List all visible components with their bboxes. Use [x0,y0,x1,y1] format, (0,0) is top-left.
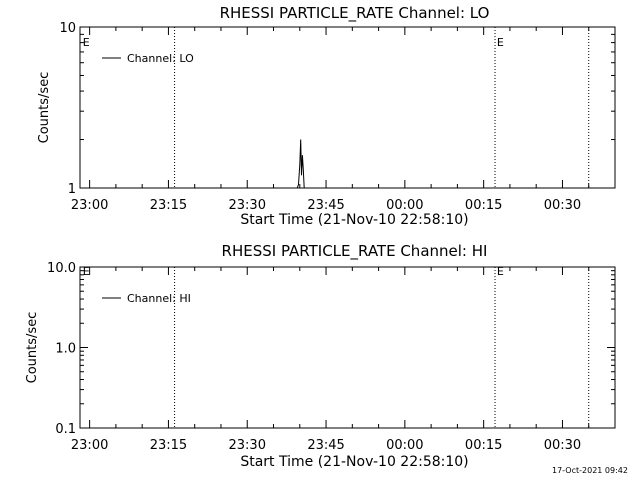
chart-title: RHESSI PARTICLE_RATE Channel: HI [222,242,488,261]
x-axis-label: Start Time (21-Nov-10 22:58:10) [240,454,468,470]
x-tick-label: 23:00 [71,438,108,453]
y-axis-label: Counts/sec [25,312,40,384]
x-tick-label: 23:45 [307,198,344,213]
y-tick-label: 10 [59,21,76,36]
x-tick-label: 23:15 [150,198,187,213]
x-tick-label: 00:00 [386,438,423,453]
y-tick-label: 10.0 [47,261,76,276]
legend-label: Channel: LO [127,52,194,65]
chart-title: RHESSI PARTICLE_RATE Channel: LO [220,4,490,23]
event-marker-label: E [83,36,90,49]
y-tick-label: 0.1 [55,422,76,437]
y-tick-label: 1.0 [55,342,76,357]
x-axis-label: Start Time (21-Nov-10 22:58:10) [240,212,468,228]
x-tick-label: 23:15 [150,438,187,453]
x-tick-label: 23:00 [71,198,108,213]
y-tick-label: 1 [68,182,76,197]
legend-label: Channel: HI [127,292,191,305]
x-tick-label: 00:30 [544,438,581,453]
event-marker-label: E [83,265,90,278]
x-tick-label: 23:45 [307,438,344,453]
footer-timestamp: 17-Oct-2021 09:42 [552,466,628,475]
event-marker-label: E [497,265,504,278]
x-tick-label: 23:30 [229,438,266,453]
plot-frame [79,26,616,189]
x-tick-label: 00:30 [544,198,581,213]
series-line [296,139,305,189]
x-tick-label: 00:15 [465,198,502,213]
x-tick-label: 00:15 [465,438,502,453]
x-tick-label: 23:30 [229,198,266,213]
y-axis-label: Counts/sec [37,72,52,144]
x-tick-label: 00:00 [386,198,423,213]
event-marker-label: E [497,36,504,49]
